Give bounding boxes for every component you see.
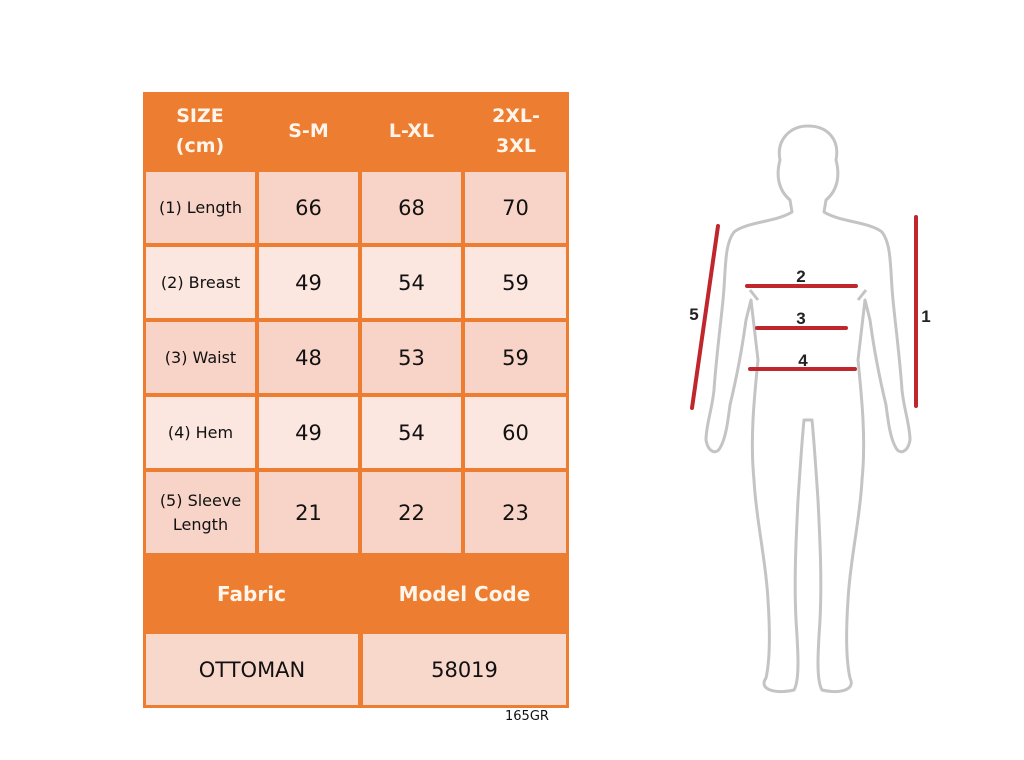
row-label: (5) Sleeve Length	[146, 472, 255, 553]
header-2xl-3xl: 2XL-3XL	[463, 92, 569, 170]
row-label: (2) Breast	[146, 247, 255, 318]
header-size-cm: SIZE (cm)	[143, 92, 257, 170]
size-value: 53	[362, 322, 461, 393]
size-value: 21	[259, 472, 358, 553]
measure-label-1: 1	[921, 307, 930, 326]
measure-label-3: 3	[796, 309, 805, 328]
size-value: 60	[465, 397, 566, 468]
size-value: 54	[362, 397, 461, 468]
header-2xl-3xl-label: 2XL-3XL	[492, 105, 540, 157]
size-value: 49	[259, 397, 358, 468]
row-label-line: Length	[172, 514, 229, 534]
size-chart-table: SIZE (cm) S-M L-XL 2XL-3XL (1) Length 66 6…	[143, 92, 569, 708]
header-line: SIZE	[176, 105, 224, 127]
size-value: 49	[259, 247, 358, 318]
header-line: (cm)	[175, 135, 225, 157]
footer-header-model-code: Model Code	[398, 581, 531, 606]
size-value: 59	[465, 322, 566, 393]
size-value: 68	[362, 172, 461, 243]
row-label: (4) Hem	[146, 397, 255, 468]
fabric-value: OTTOMAN	[146, 634, 358, 705]
header-l-xl: L-XL	[388, 120, 435, 142]
row-label: (3) Waist	[146, 322, 255, 393]
measure-lines	[690, 215, 918, 410]
size-value: 48	[259, 322, 358, 393]
header-s-m: S-M	[288, 120, 329, 142]
measure-line-5	[690, 224, 720, 410]
size-value: 66	[259, 172, 358, 243]
measure-label-4: 4	[798, 351, 808, 370]
size-value: 22	[362, 472, 461, 553]
fabric-weight: 165GR	[505, 709, 549, 724]
size-value: 54	[362, 247, 461, 318]
model-code-value: 58019	[363, 634, 566, 705]
size-value: 59	[465, 247, 566, 318]
body-outline	[704, 124, 912, 693]
size-value: 23	[465, 472, 566, 553]
row-label: (1) Length	[146, 172, 255, 243]
size-value: 70	[465, 172, 566, 243]
measure-label-2: 2	[796, 267, 805, 286]
footer-header-fabric: Fabric	[217, 581, 286, 606]
row-label-line: (5) Sleeve	[159, 490, 242, 510]
measure-label-5: 5	[689, 305, 698, 324]
